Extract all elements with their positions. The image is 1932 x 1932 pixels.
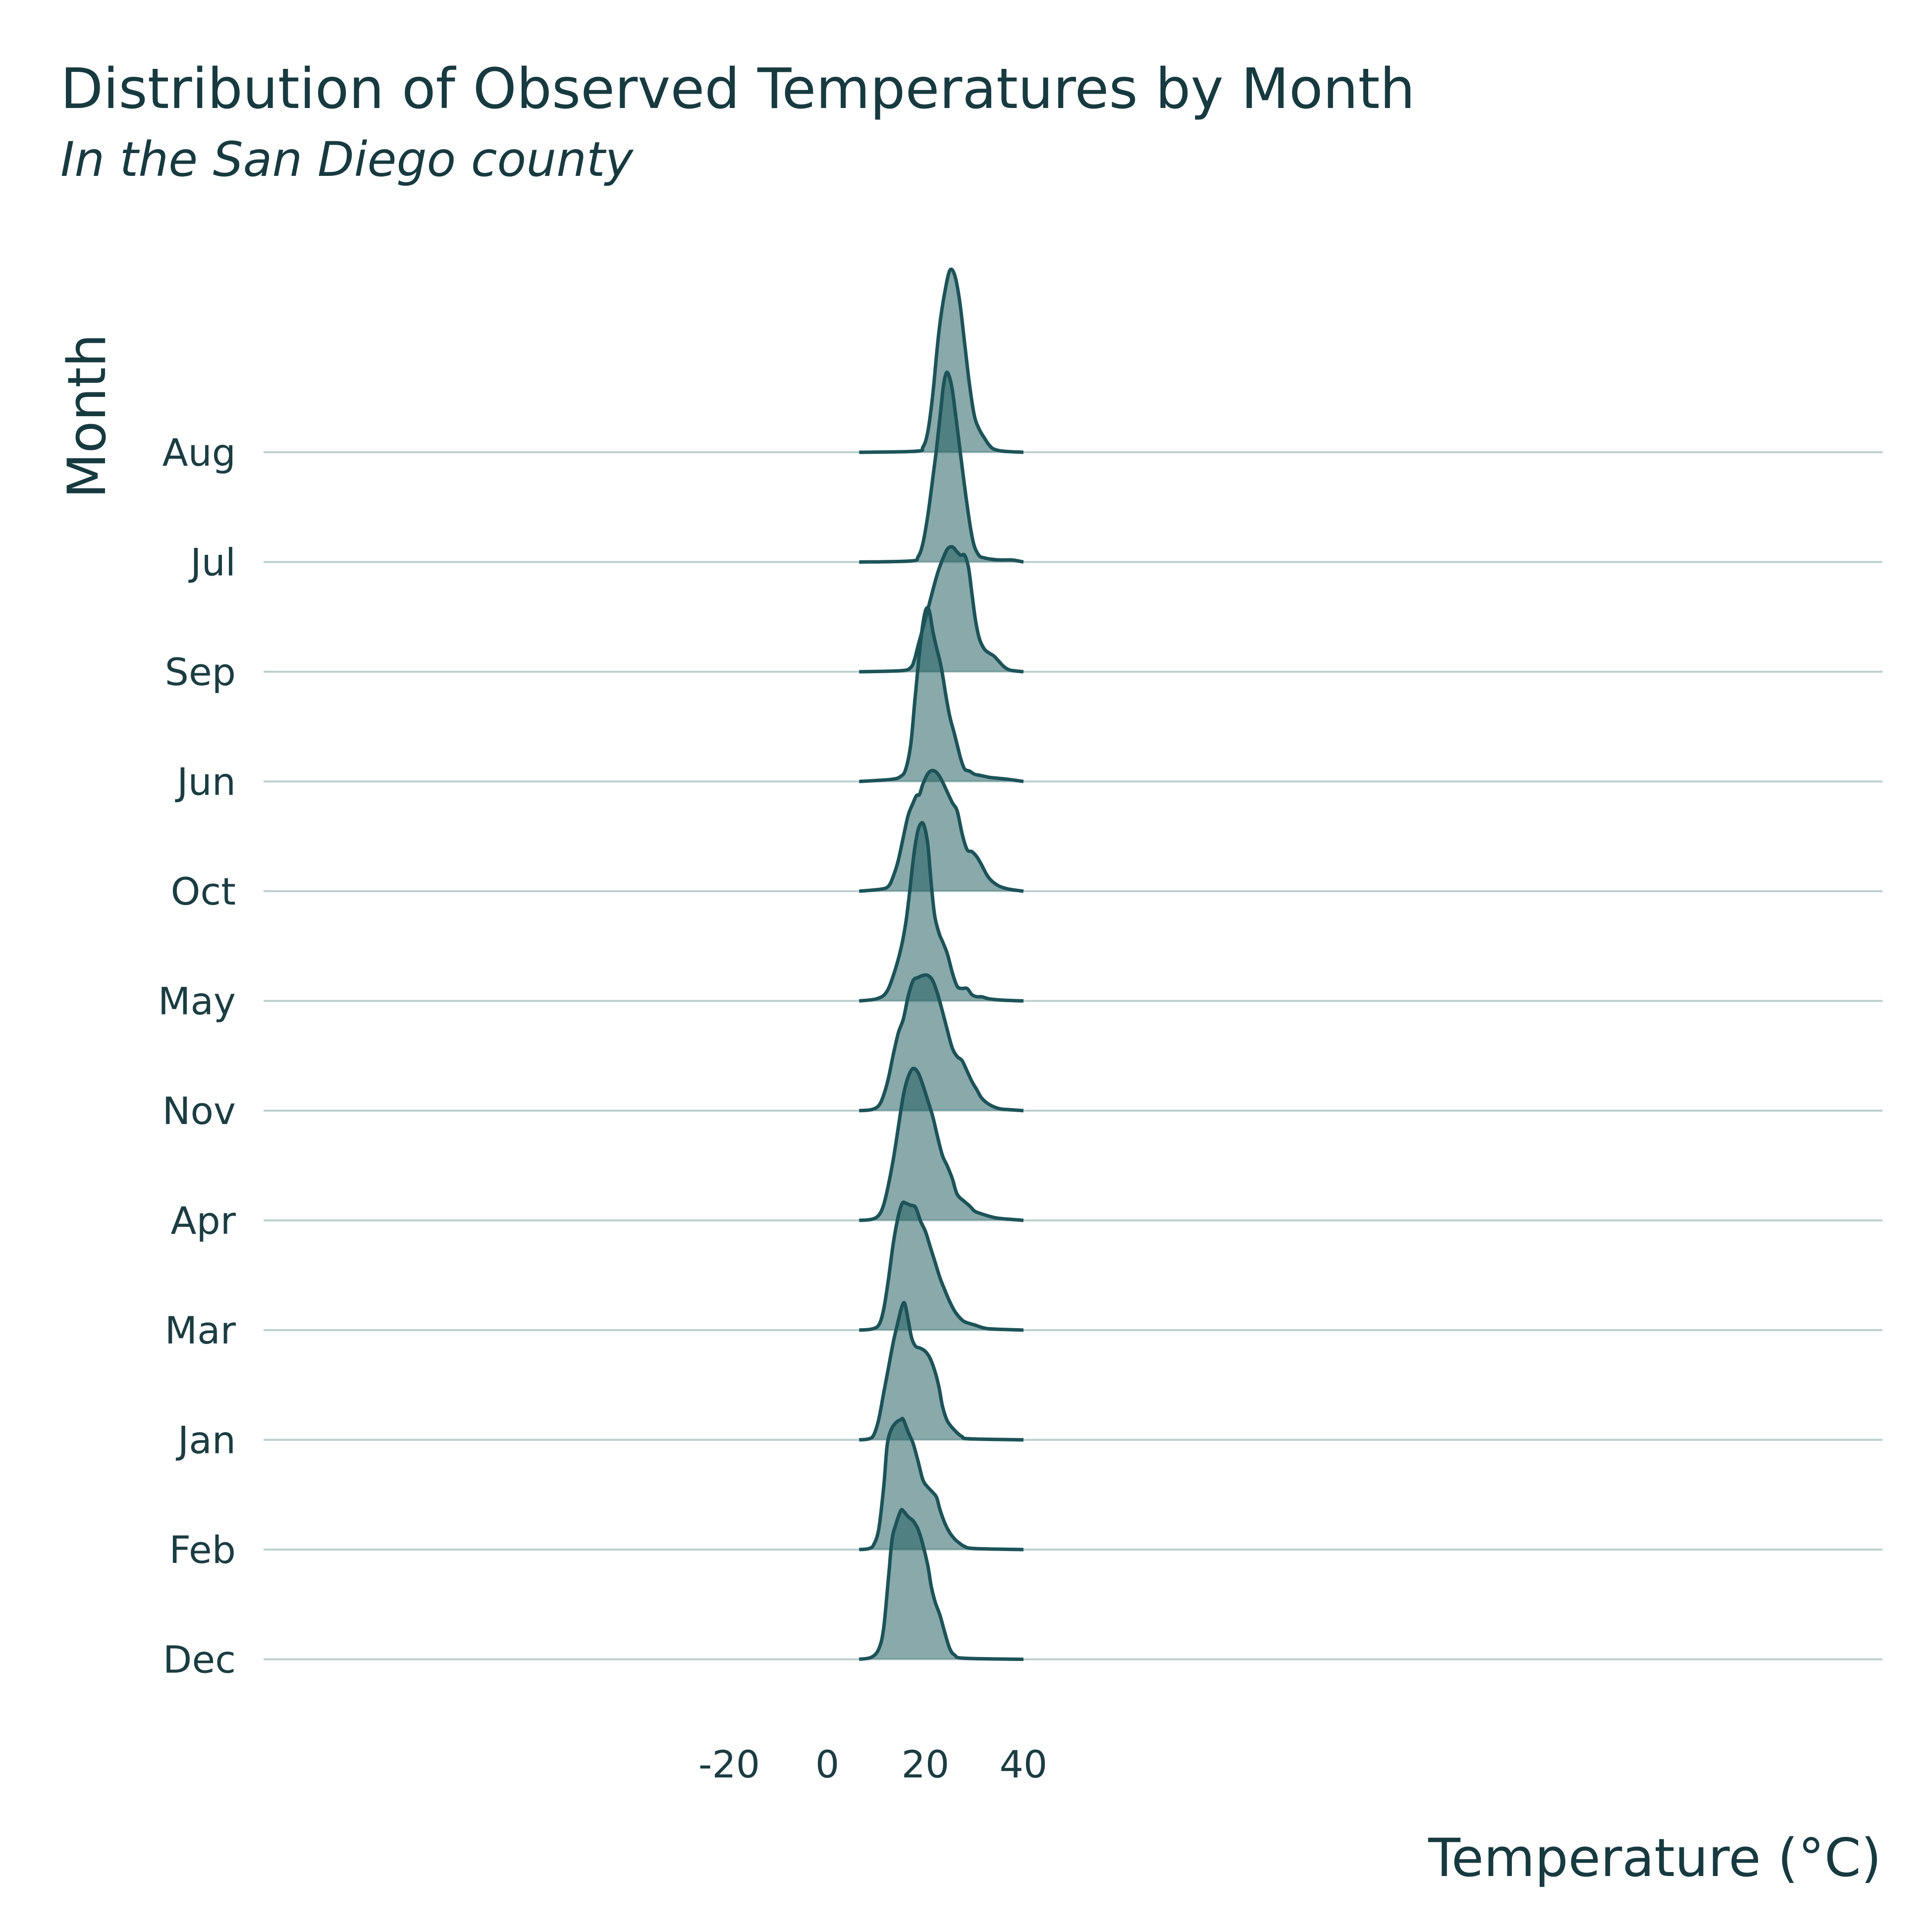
- baselines: [264, 451, 1882, 1661]
- ridge-area-jul: [859, 372, 1023, 562]
- x-axis-title: Temperature (°C): [1428, 1827, 1881, 1888]
- ridge-area-jun: [859, 607, 1023, 782]
- ridge-area-apr: [859, 1068, 1023, 1221]
- ridge-area-aug: [859, 269, 1023, 452]
- y-tick-label: May: [158, 979, 236, 1023]
- ridge-area-oct: [859, 770, 1023, 891]
- ridge-line-feb: [859, 1416, 1024, 1552]
- ridge-area-mar: [859, 1202, 1023, 1330]
- y-tick-label: Mar: [165, 1308, 236, 1352]
- y-tick-label: Jul: [188, 540, 236, 585]
- ridge-line-jul: [859, 371, 1024, 564]
- chart-subtitle: In the San Diego county: [60, 132, 634, 187]
- y-tick-label: Dec: [163, 1638, 236, 1682]
- x-tick-label: 0: [815, 1742, 839, 1786]
- ridge-area-dec: [859, 1509, 1023, 1660]
- y-tick-label: Sep: [165, 650, 236, 694]
- ridge-line-dec: [859, 1507, 1024, 1661]
- y-tick-label: Apr: [171, 1199, 236, 1243]
- y-tick-label: Jan: [176, 1418, 236, 1462]
- ridge-line-nov: [859, 973, 1024, 1113]
- y-tick-label: Oct: [171, 869, 236, 913]
- chart-title: Distribution of Observed Temperatures by…: [60, 57, 1415, 121]
- ridge-area-sep: [859, 546, 1023, 672]
- x-tick-label: 40: [1000, 1742, 1048, 1786]
- ridge-line-aug: [859, 267, 1024, 454]
- x-tick-label: -20: [698, 1742, 760, 1786]
- ridge-line-oct: [859, 768, 1024, 893]
- ridge-area-jan: [859, 1302, 1023, 1440]
- ridge-area-nov: [859, 975, 1023, 1111]
- x-tick-label: 20: [902, 1742, 950, 1786]
- ridge-line-may: [859, 821, 1024, 1003]
- y-tick-labels: Dec Feb Jan Mar Apr Nov May Oct Jun Sep Jul Aug: [158, 430, 236, 1682]
- y-tick-label: Nov: [162, 1089, 236, 1133]
- y-tick-label: Aug: [162, 430, 236, 475]
- y-axis-title: Month: [56, 334, 117, 498]
- ridge-line-mar: [859, 1200, 1024, 1332]
- ridge-line-jun: [859, 606, 1024, 783]
- x-tick-labels: -20 0 20 40: [698, 1742, 1047, 1786]
- y-tick-label: Jun: [175, 760, 236, 804]
- ridge-line-apr: [859, 1067, 1024, 1222]
- y-tick-label: Feb: [169, 1528, 236, 1572]
- ridge-line-jan: [859, 1301, 1024, 1442]
- ridge-line-sep: [859, 545, 1024, 674]
- ridges: [859, 267, 1024, 1661]
